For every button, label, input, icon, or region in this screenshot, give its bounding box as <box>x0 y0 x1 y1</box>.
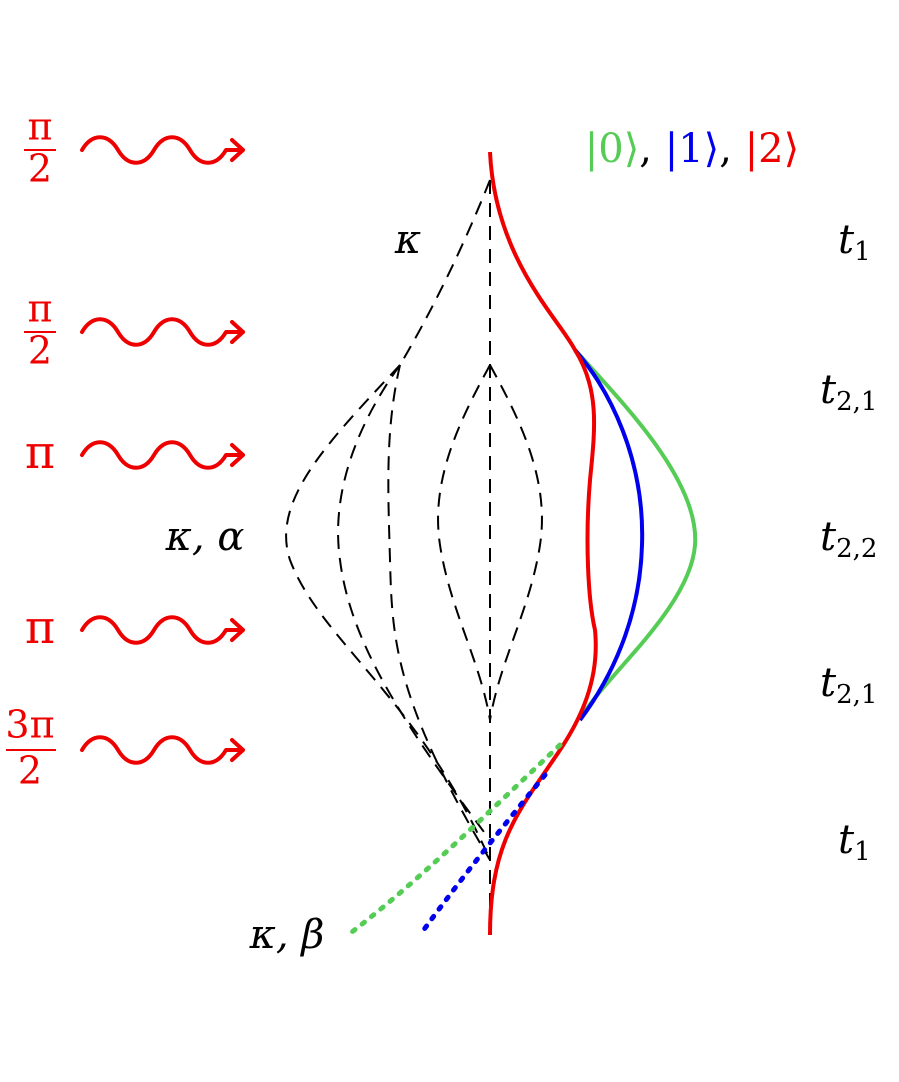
state-0-curve <box>573 348 698 721</box>
time-base: t <box>820 660 837 706</box>
time-base: t <box>820 367 837 413</box>
time-base: t <box>820 514 837 560</box>
pulse-numerator: π <box>28 105 53 149</box>
time-sub: 2,1 <box>836 387 877 417</box>
pulse-numerator: π <box>28 287 53 331</box>
trajectory <box>399 179 491 366</box>
trajectory <box>285 364 491 861</box>
state-1-dotted <box>417 772 548 938</box>
parameter-label: κ, β <box>249 912 325 958</box>
wave-arrow <box>80 317 245 347</box>
legend-state-2: |2⟩ <box>745 126 800 172</box>
time-label: t1 <box>838 817 871 867</box>
wavy-arrows <box>80 135 245 765</box>
legend-separator: , <box>639 126 664 172</box>
time-label: t2,1 <box>820 367 877 417</box>
trajectory <box>437 364 491 721</box>
parameter-label: κ <box>394 217 421 263</box>
trajectory <box>489 364 543 721</box>
dashed-trajectories <box>285 179 543 930</box>
pulse-denominator: 2 <box>28 329 52 373</box>
time-label: t2,2 <box>820 514 877 564</box>
state-0-dotted <box>345 742 563 938</box>
pulse-denominator: 2 <box>28 147 52 191</box>
pulse-label: π <box>25 425 55 479</box>
wave-arrow <box>80 135 245 165</box>
time-sub: 2,1 <box>836 680 877 710</box>
time-sub: 2,2 <box>836 534 877 564</box>
wave-arrow <box>80 440 245 470</box>
state-curves <box>345 151 698 938</box>
pulse-denominator: 2 <box>18 749 42 793</box>
state-1-curve <box>573 348 645 722</box>
pulse-numerator: 3π <box>5 703 54 747</box>
trajectory <box>337 364 491 841</box>
time-sub: 1 <box>854 837 871 867</box>
wave-arrow <box>80 735 245 765</box>
state-2-curve <box>488 151 598 936</box>
time-base: t <box>838 217 855 263</box>
legend-separator: , <box>719 126 744 172</box>
legend-state-1: |1⟩ <box>665 126 720 172</box>
time-label: t1 <box>838 217 871 267</box>
legend-state-0: |0⟩ <box>585 126 640 172</box>
legend: |0⟩, |1⟩, |2⟩ <box>585 126 799 172</box>
time-sub: 1 <box>854 237 871 267</box>
parameter-label: κ, α <box>165 514 245 560</box>
time-base: t <box>838 817 855 863</box>
trajectory <box>387 364 491 861</box>
wave-arrow <box>80 615 245 645</box>
time-label: t2,1 <box>820 660 877 710</box>
pulse-label: π <box>25 600 55 654</box>
